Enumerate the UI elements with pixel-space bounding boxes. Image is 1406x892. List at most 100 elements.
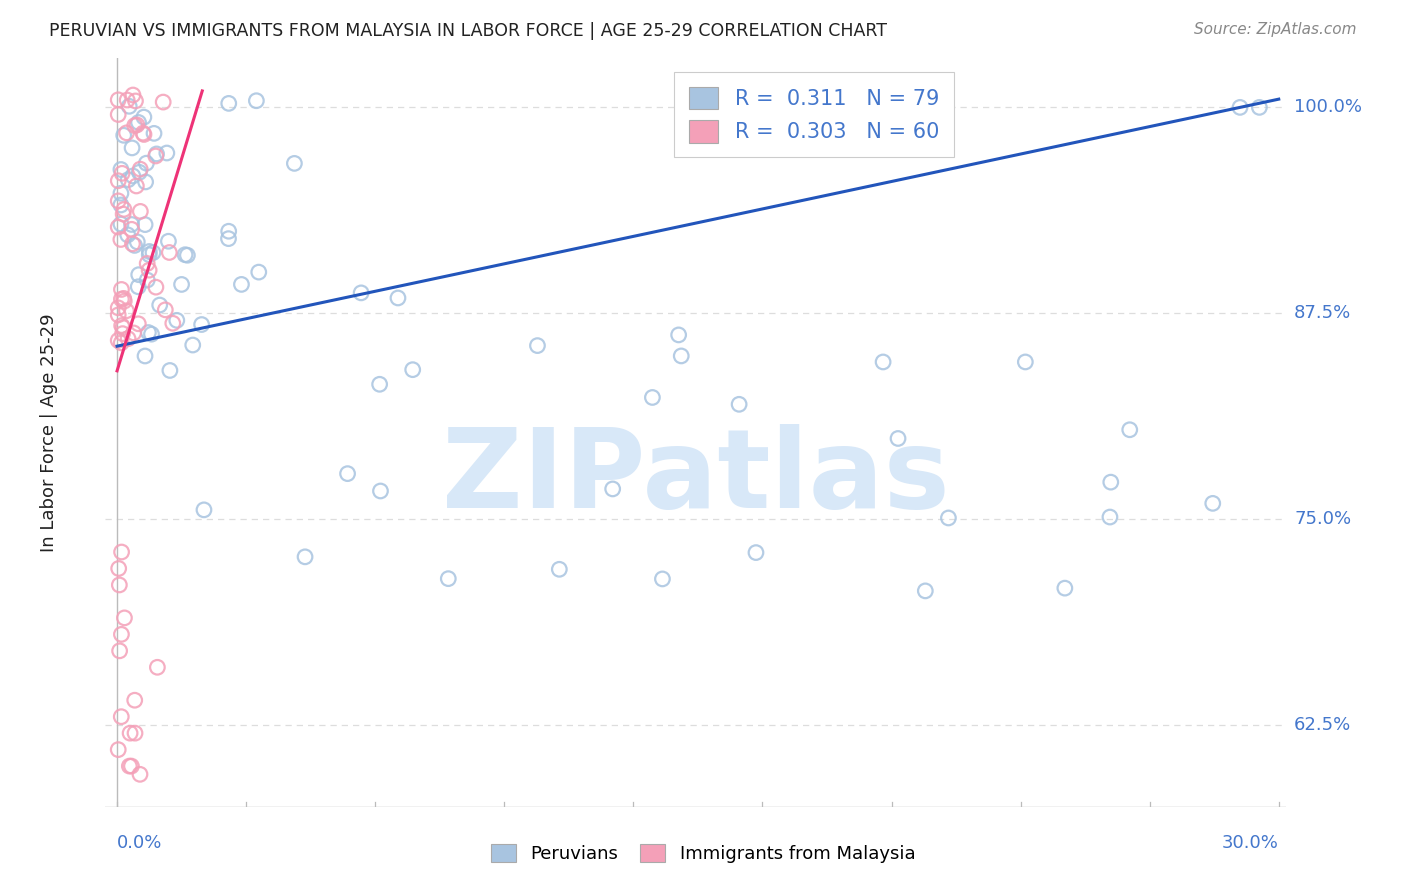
Point — [118, 759, 141, 773]
Point — [887, 432, 910, 446]
Point — [111, 318, 134, 333]
Point — [872, 355, 894, 369]
Point — [181, 338, 204, 352]
Text: 0.0%: 0.0% — [117, 834, 163, 852]
Point — [138, 248, 160, 262]
Legend: R =  0.311   N = 79, R =  0.303   N = 60: R = 0.311 N = 79, R = 0.303 N = 60 — [675, 72, 953, 157]
Point — [136, 273, 159, 287]
Point — [138, 244, 160, 259]
Text: 62.5%: 62.5% — [1295, 716, 1351, 734]
Point — [651, 572, 673, 586]
Point — [110, 282, 132, 296]
Point — [136, 256, 159, 270]
Point — [387, 291, 409, 305]
Point — [112, 128, 135, 143]
Point — [112, 207, 135, 221]
Text: PERUVIAN VS IMMIGRANTS FROM MALAYSIA IN LABOR FORCE | AGE 25-29 CORRELATION CHAR: PERUVIAN VS IMMIGRANTS FROM MALAYSIA IN … — [49, 22, 887, 40]
Point — [117, 172, 139, 186]
Point — [108, 578, 131, 592]
Point — [166, 313, 188, 327]
Point — [107, 334, 129, 348]
Point — [110, 162, 132, 177]
Point — [437, 572, 460, 586]
Point — [127, 279, 149, 293]
Point — [1249, 100, 1271, 114]
Point — [122, 326, 145, 340]
Point — [146, 660, 169, 674]
Point — [110, 198, 132, 212]
Point — [110, 292, 132, 306]
Point — [120, 726, 142, 740]
Point — [110, 186, 132, 201]
Point — [231, 277, 253, 292]
Point — [124, 238, 146, 252]
Point — [107, 220, 129, 235]
Point — [129, 767, 152, 781]
Point — [141, 327, 163, 342]
Point — [368, 377, 391, 392]
Point — [134, 218, 156, 232]
Point — [127, 235, 149, 249]
Text: 100.0%: 100.0% — [1295, 98, 1362, 116]
Point — [121, 222, 143, 236]
Point — [159, 363, 181, 377]
Point — [121, 141, 143, 155]
Point — [283, 156, 305, 170]
Point — [157, 245, 180, 260]
Point — [156, 146, 179, 161]
Point — [671, 349, 693, 363]
Point — [112, 202, 135, 217]
Text: 87.5%: 87.5% — [1295, 304, 1351, 322]
Point — [107, 107, 129, 121]
Point — [247, 265, 270, 279]
Point — [110, 217, 132, 231]
Point — [170, 277, 193, 292]
Point — [110, 335, 132, 350]
Point — [176, 248, 198, 262]
Point — [124, 726, 146, 740]
Point — [115, 126, 138, 140]
Point — [162, 316, 184, 330]
Point — [193, 503, 215, 517]
Point — [1014, 355, 1036, 369]
Point — [107, 301, 129, 315]
Point — [107, 561, 129, 575]
Point — [1202, 496, 1225, 510]
Point — [142, 245, 165, 260]
Point — [117, 332, 139, 346]
Point — [111, 166, 134, 180]
Point — [157, 234, 180, 248]
Point — [121, 236, 143, 251]
Point — [112, 292, 135, 306]
Point — [1229, 100, 1251, 114]
Text: 30.0%: 30.0% — [1222, 834, 1278, 852]
Point — [155, 302, 177, 317]
Point — [121, 218, 143, 232]
Point — [114, 611, 136, 625]
Point — [115, 303, 138, 318]
Point — [245, 94, 267, 108]
Point — [128, 115, 150, 129]
Point — [117, 227, 139, 242]
Point — [118, 99, 141, 113]
Point — [132, 126, 155, 140]
Point — [122, 88, 145, 103]
Point — [124, 693, 146, 707]
Point — [108, 644, 131, 658]
Point — [218, 232, 240, 246]
Legend: Peruvians, Immigrants from Malaysia: Peruvians, Immigrants from Malaysia — [482, 836, 924, 872]
Text: 75.0%: 75.0% — [1295, 510, 1351, 528]
Point — [1119, 423, 1142, 437]
Point — [149, 298, 172, 312]
Point — [145, 147, 167, 161]
Point — [129, 162, 152, 177]
Point — [112, 320, 135, 334]
Point — [107, 93, 129, 107]
Point — [115, 93, 138, 107]
Point — [120, 759, 142, 773]
Point — [526, 338, 548, 352]
Point — [135, 156, 157, 170]
Point — [145, 280, 167, 294]
Point — [107, 308, 129, 322]
Point — [111, 326, 134, 341]
